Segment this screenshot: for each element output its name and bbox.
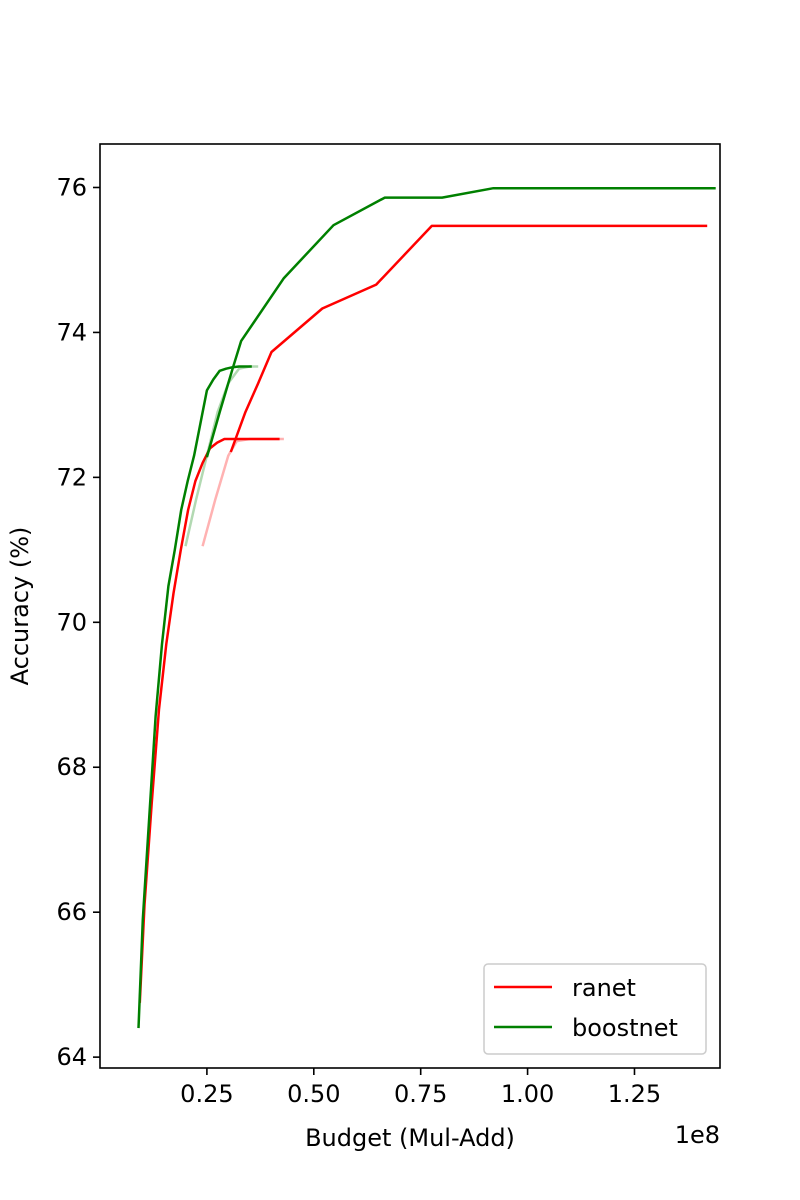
y-axis-ticks: 64 66 68 70 72 74 76	[56, 173, 100, 1071]
x-axis-offset-label: 1e8	[675, 1121, 720, 1149]
y-axis-label: Accuracy (%)	[6, 527, 34, 686]
x-tick-label: 0.25	[180, 1080, 233, 1108]
x-tick-label: 0.75	[394, 1080, 447, 1108]
y-tick-label: 72	[56, 463, 87, 491]
y-tick-label: 76	[56, 173, 87, 201]
series-line-ranet-2	[229, 224, 708, 453]
x-tick-label: 1.25	[608, 1080, 661, 1108]
x-tick-label: 0.50	[287, 1080, 340, 1108]
x-tick-label: 1.00	[501, 1080, 554, 1108]
legend-label-ranet: ranet	[572, 974, 636, 1002]
series-line-boostnet-1	[184, 365, 259, 547]
series-line-boostnet-0	[137, 365, 252, 1029]
axes-frame	[99, 143, 721, 1069]
y-tick-label: 66	[56, 898, 87, 926]
x-axis-label: Budget (Mul-Add)	[305, 1124, 515, 1152]
y-tick-label: 70	[56, 608, 87, 636]
series-line-ranet-1	[201, 437, 284, 547]
y-tick-label: 68	[56, 753, 87, 781]
series-line-boostnet-2	[205, 186, 716, 458]
legend-label-boostnet: boostnet	[572, 1014, 678, 1042]
y-tick-label: 64	[56, 1043, 87, 1071]
plot-lines	[137, 186, 716, 1029]
y-tick-label: 74	[56, 318, 87, 346]
legend: ranet boostnet	[483, 963, 707, 1055]
x-axis-ticks: 0.25 0.50 0.75 1.00 1.25	[180, 1068, 661, 1108]
